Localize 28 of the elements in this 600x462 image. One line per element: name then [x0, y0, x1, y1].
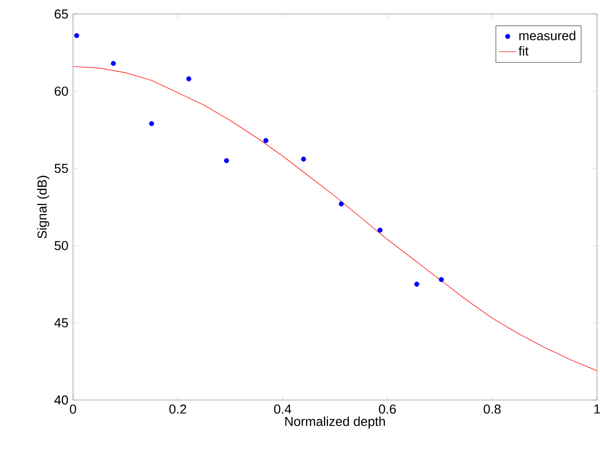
x-tick-label: 0 [70, 404, 76, 414]
point [110, 60, 116, 66]
y-tick-label: 55 [54, 164, 68, 173]
y-tick-label: 65 [54, 9, 68, 19]
x-axis-title: Normalized depth [285, 416, 385, 429]
point [263, 138, 268, 144]
x-tick-label: 0.4 [274, 404, 292, 414]
y-axis-title: Signal (dB) [37, 176, 50, 238]
y-tick-label: 50 [54, 241, 68, 250]
y-tick-label: 60 [54, 86, 68, 96]
x-tick-label: 1 [594, 404, 600, 414]
legend-label: measured [519, 30, 576, 40]
y-tick-label: 40 [54, 395, 68, 405]
x-tick-label: 0.2 [169, 404, 186, 414]
line-series [73, 66, 598, 371]
point [338, 201, 344, 206]
point [414, 282, 420, 287]
point [149, 121, 154, 126]
point [301, 156, 306, 162]
legend-label: fit [518, 46, 528, 56]
y-tick-label: 45 [54, 318, 68, 328]
point [378, 228, 383, 233]
point [186, 76, 192, 82]
point [224, 158, 230, 164]
point [74, 33, 80, 38]
point [438, 277, 444, 282]
x-tick-label: 0.6 [378, 404, 396, 414]
x-tick-label: 0.8 [484, 404, 501, 414]
